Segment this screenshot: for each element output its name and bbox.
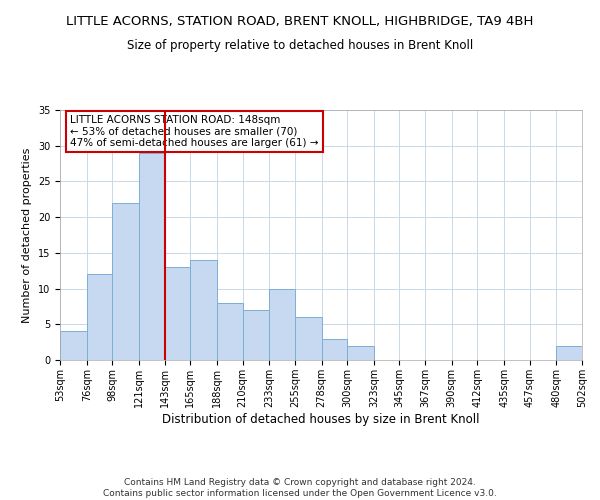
Y-axis label: Number of detached properties: Number of detached properties [22, 148, 32, 322]
Bar [269, 288, 295, 360]
Bar [112, 203, 139, 360]
Bar [164, 267, 190, 360]
Text: LITTLE ACORNS STATION ROAD: 148sqm
← 53% of detached houses are smaller (70)
47%: LITTLE ACORNS STATION ROAD: 148sqm ← 53%… [70, 115, 319, 148]
Bar [322, 338, 347, 360]
Bar [139, 153, 164, 360]
Bar [87, 274, 112, 360]
Bar [60, 332, 87, 360]
Bar [347, 346, 374, 360]
Text: Size of property relative to detached houses in Brent Knoll: Size of property relative to detached ho… [127, 39, 473, 52]
Bar [190, 260, 217, 360]
Bar [295, 317, 322, 360]
Bar [242, 310, 269, 360]
Text: Contains HM Land Registry data © Crown copyright and database right 2024.
Contai: Contains HM Land Registry data © Crown c… [103, 478, 497, 498]
Text: LITTLE ACORNS, STATION ROAD, BRENT KNOLL, HIGHBRIDGE, TA9 4BH: LITTLE ACORNS, STATION ROAD, BRENT KNOLL… [67, 15, 533, 28]
X-axis label: Distribution of detached houses by size in Brent Knoll: Distribution of detached houses by size … [162, 412, 480, 426]
Bar [556, 346, 582, 360]
Bar [217, 303, 242, 360]
